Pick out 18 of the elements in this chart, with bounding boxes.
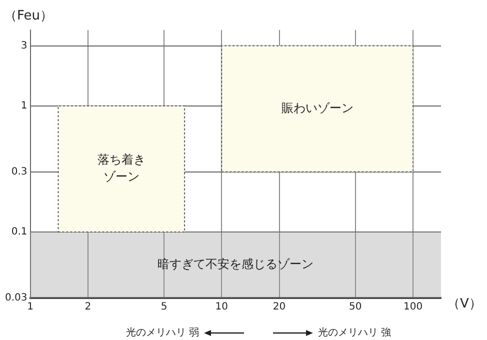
y-tick-label: 3 xyxy=(20,40,28,52)
x-tick-label: 2 xyxy=(84,302,92,313)
x-tick-label: 5 xyxy=(160,302,168,313)
y-tick-label: 0.03 xyxy=(5,292,28,304)
y-tick-label: 1 xyxy=(20,100,28,112)
text: 光のメリハリ 強 xyxy=(318,326,392,339)
x-tick-label: 10 xyxy=(215,302,228,313)
y-tick-label: 0.1 xyxy=(11,226,28,238)
x-axis-title: （V） xyxy=(447,296,482,312)
x-tick-label: 50 xyxy=(349,302,362,313)
series-label: 賑わいゾーン xyxy=(281,100,354,115)
text: 光のメリハリ 弱 xyxy=(126,326,199,339)
y-axis-title: （Feu） xyxy=(4,8,54,24)
band-label: 暗すぎて不安を感じるゾーン xyxy=(158,257,314,272)
y-tick-label: 0.3 xyxy=(11,166,28,178)
x-tick-label: 100 xyxy=(403,302,423,313)
x-tick-label: 20 xyxy=(272,302,286,313)
series-label: 落ち着きゾーン xyxy=(97,152,146,184)
